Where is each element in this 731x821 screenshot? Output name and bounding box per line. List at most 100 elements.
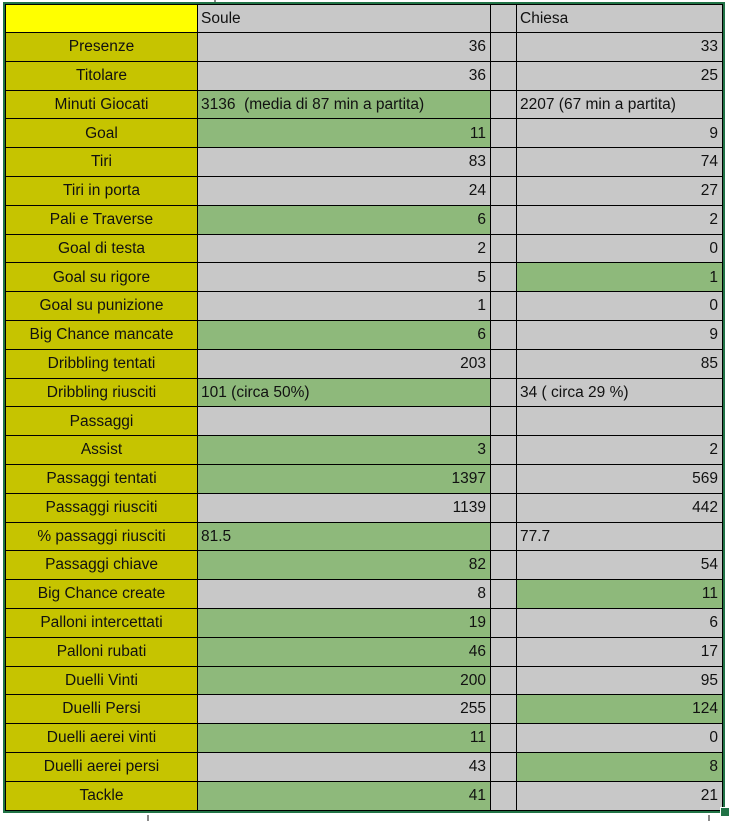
separator-cell[interactable]: [491, 263, 517, 293]
soule-value[interactable]: 36: [198, 61, 491, 91]
chiesa-value[interactable]: 77.7: [517, 522, 723, 552]
separator-cell[interactable]: [491, 637, 517, 667]
row-label[interactable]: Assist: [6, 436, 198, 465]
chiesa-value[interactable]: 54: [517, 551, 723, 581]
separator-cell[interactable]: [491, 666, 517, 696]
chiesa-value[interactable]: 2: [517, 436, 723, 465]
row-label[interactable]: Passaggi tentati: [6, 464, 198, 494]
soule-value[interactable]: 3136 (media di 87 min a partita): [198, 90, 491, 120]
soule-value[interactable]: 43: [198, 752, 491, 782]
separator-cell[interactable]: [491, 551, 517, 581]
separator-cell[interactable]: [491, 781, 517, 811]
chiesa-value[interactable]: 2207 (67 min a partita): [517, 90, 723, 120]
soule-value[interactable]: 6: [198, 205, 491, 235]
chiesa-value[interactable]: 442: [517, 493, 723, 523]
row-label[interactable]: Tiri: [6, 148, 198, 177]
chiesa-value[interactable]: 2: [517, 205, 723, 235]
row-label[interactable]: Tackle: [6, 781, 198, 811]
chiesa-value[interactable]: 569: [517, 464, 723, 494]
row-label[interactable]: Passaggi: [6, 407, 198, 437]
row-label[interactable]: Goal di testa: [6, 234, 198, 264]
chiesa-value[interactable]: 27: [517, 176, 723, 206]
soule-value[interactable]: 1: [198, 292, 491, 321]
soule-value[interactable]: 11: [198, 119, 491, 149]
soule-value[interactable]: 6: [198, 320, 491, 350]
separator-cell[interactable]: [491, 436, 517, 465]
row-label[interactable]: Minuti Giocati: [6, 90, 198, 120]
row-label[interactable]: Goal su punizione: [6, 292, 198, 321]
separator-cell[interactable]: [491, 464, 517, 494]
row-label[interactable]: Palloni intercettati: [6, 608, 198, 638]
soule-value[interactable]: 200: [198, 666, 491, 696]
soule-value[interactable]: 3: [198, 436, 491, 465]
row-label[interactable]: Goal: [6, 119, 198, 149]
soule-value[interactable]: 5: [198, 263, 491, 293]
chiesa-value[interactable]: 11: [517, 580, 723, 609]
row-label[interactable]: Big Chance create: [6, 580, 198, 609]
separator-cell[interactable]: [491, 493, 517, 523]
soule-value[interactable]: 1397: [198, 464, 491, 494]
separator-cell[interactable]: [491, 90, 517, 120]
soule-value[interactable]: 255: [198, 695, 491, 725]
chiesa-value[interactable]: 34 ( circa 29 %): [517, 378, 723, 408]
separator-cell[interactable]: [491, 695, 517, 725]
chiesa-value[interactable]: 25: [517, 61, 723, 91]
selection-fill-handle[interactable]: [719, 807, 730, 818]
chiesa-value[interactable]: [517, 407, 723, 437]
row-label[interactable]: % passaggi riusciti: [6, 522, 198, 552]
separator-cell[interactable]: [491, 292, 517, 321]
chiesa-value[interactable]: 85: [517, 349, 723, 379]
row-label[interactable]: Dribbling tentati: [6, 349, 198, 379]
separator-cell[interactable]: [491, 608, 517, 638]
chiesa-value[interactable]: 33: [517, 33, 723, 62]
row-label[interactable]: Palloni rubati: [6, 637, 198, 667]
row-label[interactable]: Duelli aerei persi: [6, 752, 198, 782]
chiesa-value[interactable]: 1: [517, 263, 723, 293]
soule-value[interactable]: 11: [198, 724, 491, 753]
column-header-chiesa[interactable]: Chiesa: [517, 5, 723, 33]
row-label[interactable]: Duelli Vinti: [6, 666, 198, 696]
chiesa-value[interactable]: 0: [517, 234, 723, 264]
soule-value[interactable]: [198, 407, 491, 437]
separator-cell[interactable]: [491, 176, 517, 206]
separator-cell[interactable]: [491, 234, 517, 264]
chiesa-value[interactable]: 6: [517, 608, 723, 638]
corner-cell[interactable]: [6, 5, 198, 33]
soule-value[interactable]: 81.5: [198, 522, 491, 552]
separator-cell[interactable]: [491, 580, 517, 609]
separator-cell[interactable]: [491, 148, 517, 177]
separator-cell[interactable]: [491, 320, 517, 350]
row-label[interactable]: Tiri in porta: [6, 176, 198, 206]
row-label[interactable]: Duelli Persi: [6, 695, 198, 725]
row-label[interactable]: Passaggi riusciti: [6, 493, 198, 523]
separator-cell[interactable]: [491, 724, 517, 753]
soule-value[interactable]: 101 (circa 50%): [198, 378, 491, 408]
row-label[interactable]: Goal su rigore: [6, 263, 198, 293]
chiesa-value[interactable]: 9: [517, 320, 723, 350]
column-header-soule[interactable]: Soule: [198, 5, 491, 33]
chiesa-value[interactable]: 74: [517, 148, 723, 177]
soule-value[interactable]: 36: [198, 33, 491, 62]
soule-value[interactable]: 1139: [198, 493, 491, 523]
soule-value[interactable]: 19: [198, 608, 491, 638]
separator-cell[interactable]: [491, 119, 517, 149]
chiesa-value[interactable]: 0: [517, 724, 723, 753]
soule-value[interactable]: 24: [198, 176, 491, 206]
row-label[interactable]: Passaggi chiave: [6, 551, 198, 581]
separator-cell[interactable]: [491, 349, 517, 379]
soule-value[interactable]: 41: [198, 781, 491, 811]
soule-value[interactable]: 46: [198, 637, 491, 667]
separator-cell[interactable]: [491, 752, 517, 782]
separator-cell[interactable]: [491, 407, 517, 437]
separator-cell[interactable]: [491, 378, 517, 408]
row-label[interactable]: Titolare: [6, 61, 198, 91]
row-label[interactable]: Duelli aerei vinti: [6, 724, 198, 753]
chiesa-value[interactable]: 17: [517, 637, 723, 667]
row-label[interactable]: Pali e Traverse: [6, 205, 198, 235]
soule-value[interactable]: 83: [198, 148, 491, 177]
soule-value[interactable]: 82: [198, 551, 491, 581]
row-label[interactable]: Big Chance mancate: [6, 320, 198, 350]
soule-value[interactable]: 8: [198, 580, 491, 609]
separator-cell[interactable]: [491, 205, 517, 235]
row-label[interactable]: Dribbling riusciti: [6, 378, 198, 408]
